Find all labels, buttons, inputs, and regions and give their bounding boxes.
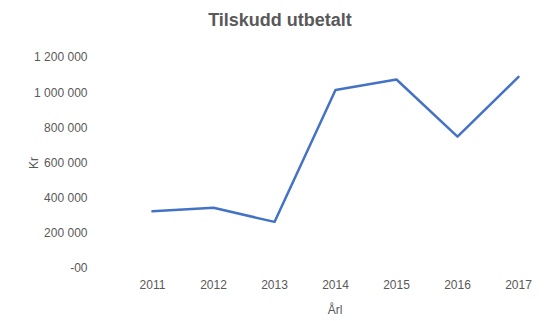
svg-text:Årl: Årl (328, 302, 343, 317)
svg-text:2013: 2013 (261, 278, 288, 292)
svg-text:2017: 2017 (505, 278, 532, 292)
svg-text:2014: 2014 (322, 278, 349, 292)
svg-text:2011: 2011 (140, 278, 166, 292)
svg-text:-00: -00 (70, 261, 88, 275)
svg-text:200 000: 200 000 (44, 226, 88, 240)
html-text:Tilskudd utbetalt: Tilskudd utbetalt (208, 10, 352, 30)
svg-text:600 000: 600 000 (44, 156, 88, 170)
svg-text:Kr: Kr (27, 157, 41, 169)
svg-text:2016: 2016 (444, 278, 471, 292)
svg-text:800 000: 800 000 (44, 121, 88, 135)
svg-text:2012: 2012 (200, 278, 227, 292)
svg-text:1 200 000: 1 200 000 (34, 50, 88, 64)
svg-text:1 000 000: 1 000 000 (34, 86, 88, 100)
svg-text:2015: 2015 (383, 278, 410, 292)
svg-text:400 000: 400 000 (44, 191, 88, 205)
